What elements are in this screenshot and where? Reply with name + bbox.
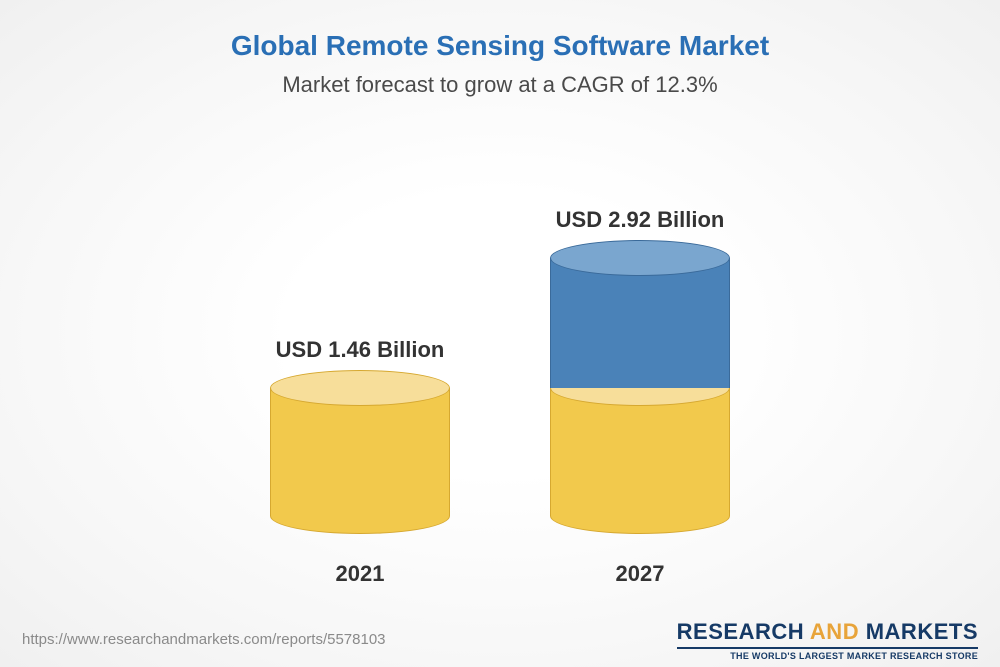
logo-tagline: THE WORLD'S LARGEST MARKET RESEARCH STOR… <box>677 647 978 661</box>
cylinder-segment <box>550 388 730 516</box>
cylinder <box>270 388 450 516</box>
chart-subtitle: Market forecast to grow at a CAGR of 12.… <box>0 62 1000 98</box>
value-label: USD 1.46 Billion <box>276 337 445 363</box>
chart-container: Global Remote Sensing Software Market Ma… <box>0 0 1000 667</box>
source-url: https://www.researchandmarkets.com/repor… <box>22 631 386 648</box>
value-label: USD 2.92 Billion <box>556 207 725 233</box>
bar-2021: USD 1.46 Billion 2021 <box>270 337 450 587</box>
cylinder-segment <box>550 258 730 388</box>
footer: https://www.researchandmarkets.com/repor… <box>0 612 1000 667</box>
cylinder-segment <box>270 388 450 516</box>
bar-2027: USD 2.92 Billion 2027 <box>550 207 730 587</box>
logo-text: RESEARCH AND MARKETS <box>677 619 978 645</box>
year-label: 2021 <box>336 561 385 587</box>
logo-word-markets: MARKETS <box>866 619 978 644</box>
year-label: 2027 <box>616 561 665 587</box>
brand-logo: RESEARCH AND MARKETS THE WORLD'S LARGEST… <box>677 619 978 661</box>
cylinder <box>550 258 730 516</box>
chart-title: Global Remote Sensing Software Market <box>0 0 1000 62</box>
logo-word-and: AND <box>810 619 859 644</box>
logo-word-research: RESEARCH <box>677 619 804 644</box>
chart-area: USD 1.46 Billion 2021 USD 2.92 Billion 2027 <box>0 130 1000 587</box>
